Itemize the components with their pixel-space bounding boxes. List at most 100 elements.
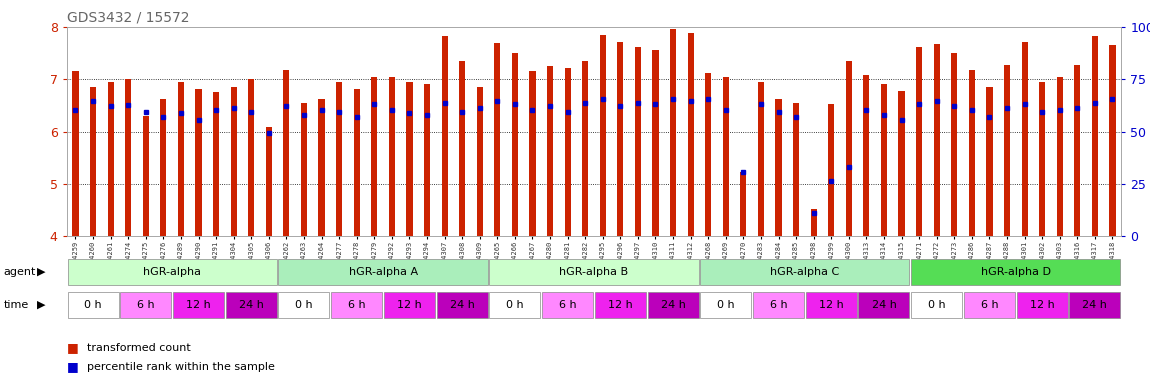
Bar <box>635 47 641 236</box>
Bar <box>811 209 816 236</box>
Bar <box>90 87 97 236</box>
Bar <box>121 292 171 318</box>
Text: 0 h: 0 h <box>296 300 313 310</box>
Bar <box>490 292 540 318</box>
Bar <box>143 116 148 236</box>
Text: 6 h: 6 h <box>559 300 576 310</box>
Text: 0 h: 0 h <box>84 300 102 310</box>
Bar <box>442 36 447 236</box>
Bar <box>459 61 466 236</box>
Bar <box>178 82 184 236</box>
Bar <box>424 84 430 236</box>
Text: hGR-alpha D: hGR-alpha D <box>981 266 1051 277</box>
Bar <box>278 259 488 285</box>
Bar <box>354 89 360 236</box>
Bar <box>565 68 570 236</box>
Bar <box>722 76 729 236</box>
Bar <box>1091 36 1098 236</box>
Bar <box>758 82 764 236</box>
Bar <box>595 292 646 318</box>
Bar <box>1057 76 1063 236</box>
Bar <box>266 127 271 236</box>
Text: ■: ■ <box>67 360 78 373</box>
Bar <box>793 103 799 236</box>
Bar <box>911 292 963 318</box>
Text: hGR-alpha A: hGR-alpha A <box>348 266 417 277</box>
Bar <box>490 259 698 285</box>
Bar <box>688 33 693 236</box>
Bar <box>951 53 957 236</box>
Text: ▶: ▶ <box>37 266 46 277</box>
Text: hGR-alpha C: hGR-alpha C <box>770 266 839 277</box>
Text: 24 h: 24 h <box>1082 300 1107 310</box>
Bar <box>753 292 804 318</box>
Text: agent: agent <box>3 266 36 277</box>
Text: percentile rank within the sample: percentile rank within the sample <box>87 362 275 372</box>
Text: 24 h: 24 h <box>872 300 896 310</box>
Bar <box>700 259 910 285</box>
Text: hGR-alpha B: hGR-alpha B <box>559 266 629 277</box>
Bar <box>618 41 623 236</box>
Bar <box>917 47 922 236</box>
Bar <box>389 76 394 236</box>
Bar <box>72 71 78 236</box>
Bar <box>652 50 659 236</box>
Bar <box>582 61 589 236</box>
Text: 6 h: 6 h <box>137 300 154 310</box>
Bar <box>934 44 940 236</box>
Bar <box>331 292 382 318</box>
Bar <box>881 84 887 236</box>
Bar <box>1074 65 1080 236</box>
Text: 6 h: 6 h <box>981 300 998 310</box>
Text: 12 h: 12 h <box>1029 300 1055 310</box>
Text: 6 h: 6 h <box>348 300 366 310</box>
Bar <box>231 87 237 236</box>
Bar <box>125 79 131 236</box>
Text: ▶: ▶ <box>37 300 46 310</box>
Bar <box>108 82 114 236</box>
Bar <box>406 82 413 236</box>
Bar <box>898 91 905 236</box>
Bar <box>512 53 518 236</box>
Bar <box>599 35 606 236</box>
Bar <box>705 73 712 236</box>
Text: 0 h: 0 h <box>506 300 523 310</box>
Bar <box>225 292 277 318</box>
Bar <box>371 76 377 236</box>
Bar <box>494 43 500 236</box>
Bar <box>196 89 201 236</box>
Bar <box>160 99 167 236</box>
Text: 24 h: 24 h <box>450 300 475 310</box>
Bar <box>283 70 290 236</box>
Bar <box>319 99 324 236</box>
Bar <box>336 82 343 236</box>
Bar <box>828 104 834 236</box>
Bar <box>529 71 536 236</box>
Text: 12 h: 12 h <box>608 300 632 310</box>
Text: GDS3432 / 15572: GDS3432 / 15572 <box>67 10 190 24</box>
Bar <box>68 292 118 318</box>
Bar <box>248 79 254 236</box>
Bar <box>547 66 553 236</box>
Text: 12 h: 12 h <box>186 300 210 310</box>
Bar <box>1004 65 1010 236</box>
Bar <box>1017 292 1067 318</box>
Text: 12 h: 12 h <box>397 300 422 310</box>
Bar <box>859 292 910 318</box>
Text: 12 h: 12 h <box>819 300 844 310</box>
Text: ■: ■ <box>67 341 78 354</box>
Bar <box>845 61 852 236</box>
Bar <box>968 70 975 236</box>
Bar <box>670 30 676 236</box>
Text: 24 h: 24 h <box>660 300 685 310</box>
Bar <box>384 292 435 318</box>
Text: 0 h: 0 h <box>928 300 945 310</box>
Bar <box>864 75 869 236</box>
Bar <box>647 292 698 318</box>
Bar <box>741 172 746 236</box>
Bar <box>1040 82 1045 236</box>
Bar <box>301 103 307 236</box>
Bar <box>911 259 1120 285</box>
Bar <box>775 99 782 236</box>
Text: time: time <box>3 300 29 310</box>
